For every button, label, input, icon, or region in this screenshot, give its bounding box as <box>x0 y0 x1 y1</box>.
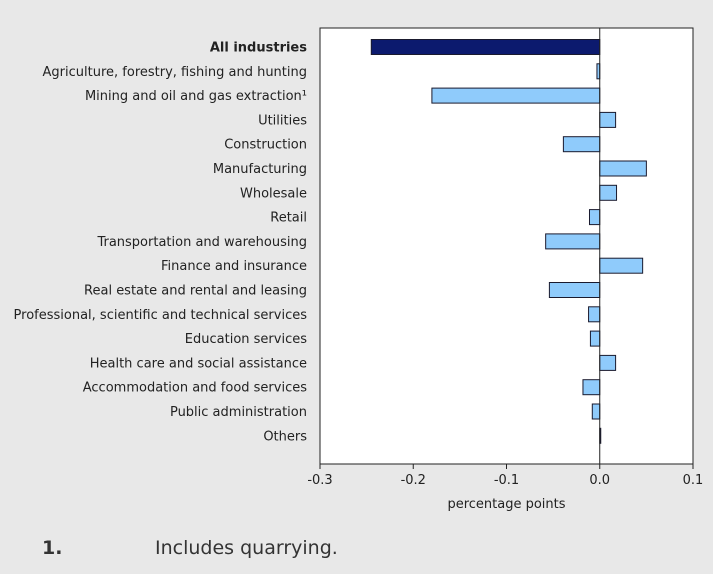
bar-chart: All industries Agriculture, forestry, fis… <box>14 27 704 512</box>
footnote-number: 1. <box>42 537 63 559</box>
category-label-accommodation-and-food-services: Accommodation and food services <box>83 381 307 396</box>
category-label-wholesale: Wholesale <box>240 186 307 201</box>
bar-transportation-and-warehousing <box>545 233 601 250</box>
category-label-education-services: Education services <box>185 332 307 347</box>
bar-manufacturing <box>599 160 647 177</box>
bar-wholesale <box>599 184 618 201</box>
x-tick-label: -0.2 <box>401 473 426 488</box>
category-label-finance-and-insurance: Finance and insurance <box>161 259 307 274</box>
category-label-health-care-and-social-assistance: Health care and social assistance <box>90 356 307 371</box>
category-label-retail: Retail <box>270 211 307 226</box>
x-tick-label: 0.1 <box>683 473 704 488</box>
category-label-construction: Construction <box>224 138 307 153</box>
category-label-mining-and-oil-and-gas-extraction: Mining and oil and gas extraction¹ <box>85 89 307 104</box>
bar-education-services <box>589 330 601 347</box>
x-tick-label: 0.0 <box>589 473 610 488</box>
bar-retail <box>588 209 601 226</box>
bar-finance-and-insurance <box>599 257 644 274</box>
x-tick-label: -0.3 <box>307 473 332 488</box>
category-label-professional-scientific-and-technical-services: Professional, scientific and technical s… <box>14 308 308 323</box>
category-label-transportation-and-warehousing: Transportation and warehousing <box>96 235 307 250</box>
bar-real-estate-and-rental-and-leasing <box>548 282 601 298</box>
bar-mining-and-oil-and-gas-extraction <box>431 87 601 104</box>
bar-accommodation-and-food-services <box>582 379 601 396</box>
x-tick-label: -0.1 <box>494 473 519 488</box>
category-label-manufacturing: Manufacturing <box>213 162 307 177</box>
bar-professional-scientific-and-technical-services <box>588 306 601 323</box>
category-label-public-administration: Public administration <box>170 405 307 420</box>
bar-health-care-and-social-assistance <box>599 354 617 371</box>
category-label-agriculture-forestry-fishing-and-hunting: Agriculture, forestry, fishing and hunti… <box>43 65 307 80</box>
bar-utilities <box>599 111 617 128</box>
category-label-real-estate-and-rental-and-leasing: Real estate and rental and leasing <box>84 284 307 299</box>
bar-all-industries <box>370 39 601 55</box>
category-label-others: Others <box>263 429 307 444</box>
footnote-text: Includes quarrying. <box>155 537 338 559</box>
x-axis-label: percentage points <box>447 497 565 512</box>
category-label-utilities: Utilities <box>258 113 307 128</box>
bar-public-administration <box>591 403 601 420</box>
category-label-all-industries: All industries <box>210 41 307 56</box>
bar-construction <box>562 136 601 153</box>
